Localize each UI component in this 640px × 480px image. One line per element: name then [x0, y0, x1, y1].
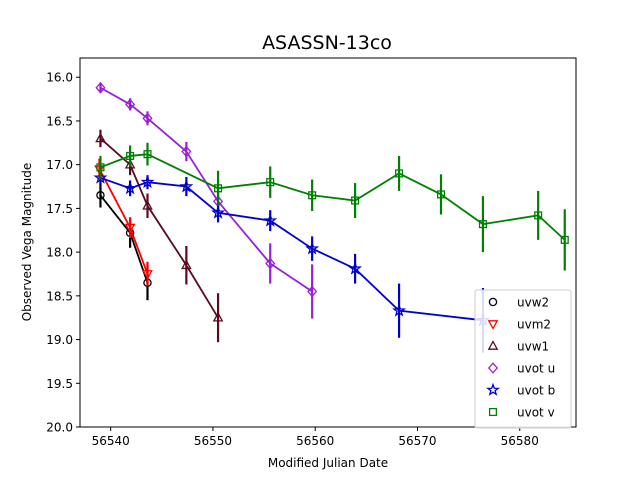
data-point [348, 261, 363, 275]
legend-marker [488, 297, 498, 307]
y-tick-label: 19.5 [46, 377, 73, 391]
data-point [534, 211, 543, 220]
data-point [95, 81, 106, 94]
data-point [142, 199, 153, 210]
legend-label: uvot v [517, 406, 555, 420]
data-point [351, 196, 360, 205]
data-point [392, 303, 407, 317]
legend-label: uvm2 [517, 318, 551, 332]
legend-box [474, 289, 572, 429]
chart-title: ASASSN-13co [262, 32, 392, 54]
data-point [211, 205, 226, 219]
series-uvw2 [96, 183, 152, 301]
legend-marker [487, 320, 499, 330]
plot-frame [79, 57, 577, 428]
data-point [95, 132, 106, 143]
data-point [307, 285, 318, 298]
series-uvot-u [95, 81, 318, 319]
y-tick-label: 18.5 [46, 289, 73, 303]
data-point [214, 184, 223, 193]
x-tick-label: 56540 [92, 434, 130, 448]
data-point [181, 259, 192, 270]
y-axis-label: Observed Vega Magnitude [20, 163, 34, 322]
data-point [93, 170, 108, 184]
x-tick-label: 56560 [296, 434, 334, 448]
data-point [212, 311, 224, 322]
legend-label: uvw2 [517, 296, 549, 310]
data-point [436, 190, 446, 199]
data-point [308, 191, 317, 200]
data-point [395, 169, 404, 178]
data-point [125, 98, 136, 111]
y-tick-label: 16.0 [46, 71, 73, 85]
data-point [124, 158, 136, 169]
legend: uvw2 uvm2 uvw1 uvot u uvot b uvot v [474, 289, 572, 429]
data-point [305, 241, 320, 255]
series-uvot-v [96, 142, 569, 271]
series-line [100, 176, 484, 322]
legend-marker [488, 407, 498, 417]
data-point [560, 235, 569, 244]
y-tick-label: 16.5 [46, 114, 73, 128]
data-point [265, 257, 276, 270]
data-point [123, 180, 138, 195]
series-uvot-b [93, 170, 490, 353]
legend-label: uvw1 [517, 340, 549, 354]
series-line [99, 137, 219, 319]
series-line [99, 194, 149, 284]
y-tick-label: 18.0 [46, 246, 73, 260]
data-point [142, 270, 153, 280]
data-point [140, 174, 155, 189]
data-point [143, 150, 152, 159]
y-tick-label: 17.5 [46, 202, 73, 216]
y-tick-label: 17.0 [46, 158, 73, 172]
data-point [142, 112, 153, 125]
legend-label: uvot b [517, 384, 555, 398]
data-point [181, 145, 192, 158]
data-point [263, 213, 278, 227]
data-point [124, 223, 136, 234]
data-point [179, 179, 194, 193]
data-point [266, 178, 275, 187]
y-tick-label: 19.0 [46, 333, 73, 347]
legend-marker [486, 382, 500, 396]
data-point [96, 163, 105, 172]
legend-marker [487, 340, 499, 350]
data-point [96, 191, 105, 200]
x-tick-label: 56570 [398, 434, 436, 448]
legend-marker [487, 362, 499, 374]
data-point [478, 220, 487, 229]
y-tick-label: 20.0 [46, 421, 73, 435]
data-point [126, 151, 135, 160]
legend-label: uvot u [517, 362, 555, 376]
y-axis: 16.0 16.5 17.0 17.5 18.0 18.5 19.0 19.5 20.0 [46, 71, 80, 435]
x-tick-label: 56580 [501, 434, 539, 448]
series-uvw1 [95, 129, 224, 343]
x-axis: 56540 56550 56560 56570 56580 [92, 427, 539, 448]
series-line [100, 153, 566, 241]
x-tick-label: 56550 [194, 434, 232, 448]
x-axis-label: Modified Julian Date [268, 456, 388, 470]
